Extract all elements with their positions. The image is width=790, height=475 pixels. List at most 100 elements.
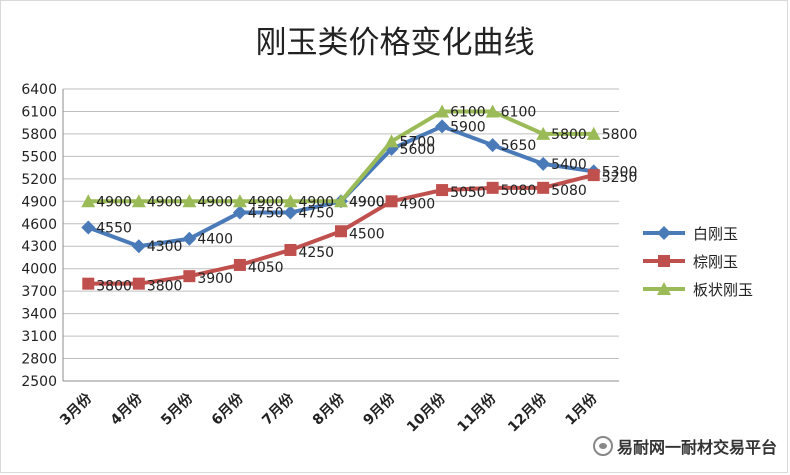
data-point xyxy=(435,119,450,134)
data-label: 4750 xyxy=(248,206,284,222)
data-point xyxy=(81,220,96,235)
data-point xyxy=(486,181,499,194)
data-label: 4900 xyxy=(349,194,385,210)
data-label: 4900 xyxy=(298,194,334,210)
data-point xyxy=(587,169,600,182)
data-point xyxy=(334,194,348,208)
data-label: 4900 xyxy=(400,196,436,212)
y-tick-label: 6400 xyxy=(21,82,57,98)
data-point xyxy=(435,104,450,118)
data-label: 5250 xyxy=(602,170,638,186)
x-tick-label: 1月份 xyxy=(562,389,601,428)
data-point xyxy=(536,156,551,171)
data-point xyxy=(485,138,500,153)
x-tick-label: 6月份 xyxy=(208,389,247,428)
data-label: 5650 xyxy=(501,138,537,154)
data-point xyxy=(233,258,246,271)
x-tick-label: 8月份 xyxy=(309,389,348,428)
y-tick-label: 6100 xyxy=(21,104,57,120)
x-tick-label: 9月份 xyxy=(360,389,399,428)
data-label: 3800 xyxy=(147,279,183,295)
x-tick-label: 10月份 xyxy=(403,389,449,435)
data-point xyxy=(132,277,145,290)
data-label: 4900 xyxy=(197,194,233,210)
y-tick-label: 2800 xyxy=(21,352,57,368)
data-label: 5050 xyxy=(450,185,486,201)
watermark-text: 易耐网一耐材交易平台 xyxy=(616,438,777,457)
data-point xyxy=(131,239,146,254)
data-point xyxy=(284,243,297,256)
data-point xyxy=(182,194,197,208)
data-point xyxy=(586,126,601,140)
data-label: 5900 xyxy=(450,119,486,135)
data-point xyxy=(283,205,298,220)
data-label: 4750 xyxy=(298,206,334,222)
watermark: 易耐网一耐材交易平台 xyxy=(592,434,777,458)
data-label: 6100 xyxy=(450,104,486,120)
data-point xyxy=(283,194,298,208)
x-tick-label: 4月份 xyxy=(107,389,146,428)
data-label: 5600 xyxy=(400,142,436,158)
data-point xyxy=(537,181,550,194)
legend-label: 白刚玉 xyxy=(693,225,738,243)
x-tick-label: 11月份 xyxy=(454,389,500,435)
data-label: 5800 xyxy=(602,127,638,143)
data-label: 4550 xyxy=(96,221,132,237)
chart-title: 刚玉类价格变化曲线 xyxy=(256,25,535,61)
y-tick-label: 4000 xyxy=(21,262,57,278)
y-tick-label: 3700 xyxy=(21,284,57,300)
data-point xyxy=(82,277,95,290)
data-label: 4500 xyxy=(349,226,385,242)
data-label: 4250 xyxy=(298,245,334,261)
wechat-icon xyxy=(592,436,613,456)
data-point xyxy=(536,126,551,140)
y-tick-label: 4900 xyxy=(21,194,57,210)
data-label: 4900 xyxy=(96,194,132,210)
y-tick-label: 5800 xyxy=(21,127,57,143)
data-point xyxy=(384,134,399,148)
data-label: 4900 xyxy=(147,194,183,210)
data-label: 5400 xyxy=(551,157,587,173)
x-tick-label: 12月份 xyxy=(504,389,550,435)
data-label: 5080 xyxy=(501,183,537,199)
data-point xyxy=(182,231,197,246)
x-tick-label: 5月份 xyxy=(157,389,196,428)
y-tick-label: 3100 xyxy=(21,329,57,345)
data-label: 3900 xyxy=(197,271,233,287)
data-point xyxy=(335,225,347,238)
x-tick-label: 3月份 xyxy=(56,389,95,428)
data-point xyxy=(81,194,96,208)
legend-label: 棕刚玉 xyxy=(693,253,738,271)
legend-marker xyxy=(657,226,671,240)
data-point xyxy=(436,184,449,197)
y-tick-label: 5200 xyxy=(21,172,57,188)
data-point xyxy=(485,104,500,118)
data-label: 4400 xyxy=(197,232,233,248)
y-tick-label: 3400 xyxy=(21,307,57,323)
y-tick-label: 4300 xyxy=(21,239,57,255)
data-point xyxy=(183,270,196,283)
data-label: 4900 xyxy=(248,194,284,210)
data-label: 4900 xyxy=(349,194,385,210)
x-tick-label: 7月份 xyxy=(259,389,298,428)
y-tick-label: 2500 xyxy=(21,374,57,390)
data-point xyxy=(232,205,247,220)
data-point xyxy=(131,194,146,208)
data-label: 5700 xyxy=(400,134,436,150)
legend-label: 板状刚玉 xyxy=(693,281,753,299)
data-label: 5080 xyxy=(551,183,587,199)
data-label: 6100 xyxy=(501,104,537,120)
y-tick-label: 4600 xyxy=(21,217,57,233)
data-label: 3800 xyxy=(96,279,132,295)
legend-marker xyxy=(658,255,670,267)
data-label: 5800 xyxy=(551,127,587,143)
y-tick-label: 5500 xyxy=(21,149,57,165)
data-label: 5300 xyxy=(602,164,638,180)
data-point xyxy=(385,195,398,208)
data-point xyxy=(232,194,247,208)
legend-marker xyxy=(657,282,671,295)
data-label: 4300 xyxy=(147,239,183,255)
data-label: 4050 xyxy=(248,260,284,276)
